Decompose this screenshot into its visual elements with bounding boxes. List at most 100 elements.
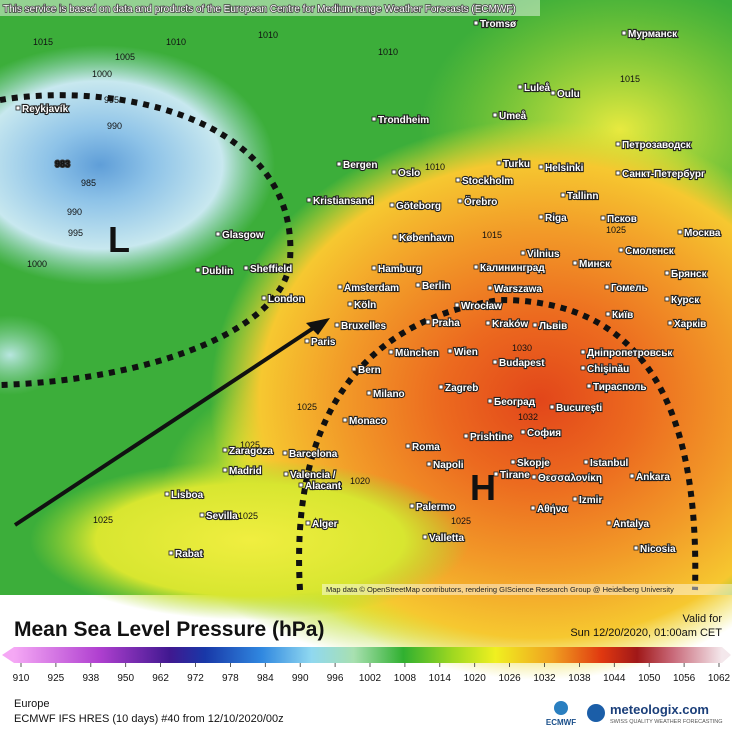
city-label: Alger xyxy=(312,519,338,530)
city-marker xyxy=(195,267,201,273)
city-label: Alacant xyxy=(305,481,342,492)
city-label: Курск xyxy=(671,295,700,306)
city-marker xyxy=(531,474,537,480)
city-marker xyxy=(455,177,461,183)
city-marker xyxy=(168,550,174,556)
isobar-label: 1015 xyxy=(33,37,53,47)
city-marker xyxy=(580,365,586,371)
colorbar xyxy=(14,647,722,663)
city-label: Bern xyxy=(358,365,381,376)
city-label: Zagreb xyxy=(445,383,478,394)
city-label: Tallinn xyxy=(567,191,598,202)
isobar-label: 1025 xyxy=(297,402,317,412)
city-label: Львів xyxy=(539,321,567,332)
city-marker xyxy=(493,471,499,477)
model-run: ECMWF IFS HRES (10 days) #40 from 12/10/… xyxy=(14,713,284,725)
city-label: Amsterdam xyxy=(344,283,399,294)
city-label: Helsinki xyxy=(545,163,584,174)
city-marker xyxy=(664,296,670,302)
city-label: Калининград xyxy=(480,263,545,274)
city-marker xyxy=(517,84,523,90)
isobar-label: 995 xyxy=(68,228,83,238)
city-marker xyxy=(532,322,538,328)
city-marker xyxy=(605,311,611,317)
valid-label: Valid for xyxy=(682,613,722,625)
city-label: Θεσσαλονίκη xyxy=(538,473,602,484)
city-marker xyxy=(438,384,444,390)
city-label: Budapest xyxy=(499,358,545,369)
city-marker xyxy=(473,20,479,26)
city-label: Bergen xyxy=(343,160,377,171)
city-label: Istanbul xyxy=(590,458,629,469)
valid-time: Sun 12/20/2020, 01:00am CET xyxy=(570,627,722,639)
city-marker xyxy=(560,192,566,198)
colorbar-tick-label: 978 xyxy=(222,673,239,684)
colorbar-tick-label: 1026 xyxy=(498,673,521,684)
city-marker xyxy=(334,322,340,328)
city-label: Санкт-Петербург xyxy=(622,168,705,180)
brand-tagline: SWISS QUALITY WEATHER FORECASTING xyxy=(610,719,723,725)
city-label: Köln xyxy=(354,300,376,311)
colorbar-tick-label: 1038 xyxy=(568,673,591,684)
city-marker xyxy=(615,141,621,147)
colorbar-tick-label: 925 xyxy=(48,673,65,684)
city-marker xyxy=(621,30,627,36)
city-label: Ankara xyxy=(636,472,670,483)
city-label: Bruxelles xyxy=(341,321,386,332)
isobar-label: 1010 xyxy=(425,162,445,172)
city-label: Oslo xyxy=(398,168,420,179)
city-label: București xyxy=(556,403,602,414)
city-label: Zaragoza xyxy=(229,446,273,457)
pressure-field xyxy=(0,315,65,395)
city-marker xyxy=(283,471,289,477)
notice-band xyxy=(0,0,540,16)
city-marker xyxy=(615,170,621,176)
colorbar-tick-label: 938 xyxy=(82,673,99,684)
city-marker xyxy=(425,319,431,325)
city-label: Paris xyxy=(311,337,336,348)
city-label: Antalya xyxy=(613,519,650,530)
city-marker xyxy=(304,338,310,344)
colorbar-tick-label: 996 xyxy=(327,673,344,684)
low-label: L xyxy=(108,219,130,260)
city-marker xyxy=(604,284,610,290)
city-label: Napoli xyxy=(433,460,464,471)
city-marker xyxy=(351,366,357,372)
city-label: Skopje xyxy=(517,458,550,469)
colorbar-tick-label: 910 xyxy=(13,673,30,684)
city-marker xyxy=(664,270,670,276)
colorbar-tick-label: 1008 xyxy=(394,673,417,684)
colorbar-tick-label: 1020 xyxy=(464,673,487,684)
city-marker xyxy=(485,320,491,326)
map-attribution: Map data © OpenStreetMap contributors, r… xyxy=(326,585,674,594)
city-label: Sevilla xyxy=(206,511,238,522)
colorbar-tick-label: 1032 xyxy=(533,673,556,684)
attribution-band xyxy=(322,584,732,595)
city-marker xyxy=(538,214,544,220)
city-label: København xyxy=(399,233,453,244)
isobar-label: 1010 xyxy=(166,37,186,47)
city-marker xyxy=(572,260,578,266)
city-label: Prishtine xyxy=(470,432,513,443)
low-pressure-field xyxy=(0,45,275,285)
city-label: Örebro xyxy=(464,195,497,208)
isobar-label: 1000 xyxy=(92,69,112,79)
city-label: Wrocław xyxy=(461,301,502,312)
city-marker xyxy=(629,473,635,479)
city-label: Milano xyxy=(373,389,405,400)
city-label: Київ xyxy=(612,310,633,321)
isobar-label: 1025 xyxy=(606,225,626,235)
city-label: Luleå xyxy=(524,82,551,94)
city-label: Днiпропетровськ xyxy=(587,348,673,359)
city-label: Monaco xyxy=(349,416,387,427)
isobar-label: 990 xyxy=(107,121,122,131)
city-label: Praha xyxy=(432,318,460,329)
city-marker xyxy=(600,215,606,221)
city-marker xyxy=(454,302,460,308)
city-marker xyxy=(409,503,415,509)
city-marker xyxy=(371,265,377,271)
city-label: Turku xyxy=(503,159,530,170)
isobar-label: 1025 xyxy=(238,511,258,521)
city-marker xyxy=(457,198,463,204)
city-label: Брянск xyxy=(671,269,708,280)
